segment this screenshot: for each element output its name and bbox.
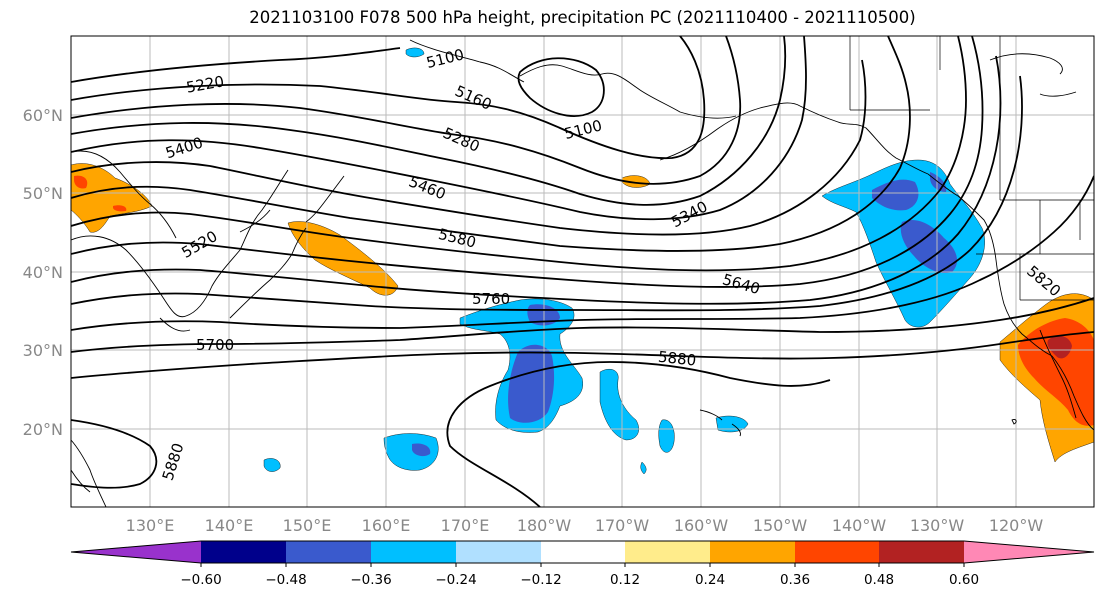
- lon-label-120w: 120°W: [989, 516, 1044, 535]
- colorbar-label-1: −0.48: [265, 572, 306, 588]
- coastlines: [71, 39, 1094, 507]
- map-title: 2021103100 F078 500 hPa height, precipit…: [249, 8, 916, 27]
- lon-label-150e: 150°E: [283, 516, 332, 535]
- gridlines: [71, 36, 1094, 507]
- colorbar-seg-2: [286, 541, 371, 563]
- colorbar-seg-6: [625, 541, 710, 563]
- colorbar-seg-10: [964, 541, 1094, 563]
- lon-label-150w: 150°W: [753, 516, 808, 535]
- colorbar-seg-8: [795, 541, 879, 563]
- precip-negative-areas: [263, 47, 985, 475]
- lat-axis: 60°N 50°N 40°N 30°N 20°N: [23, 106, 63, 439]
- colorbar-label-6: 0.24: [695, 572, 725, 588]
- colorbar-seg-9: [879, 541, 964, 563]
- colorbar: −0.60 −0.48 −0.36 −0.24 −0.12 0.12 0.24 …: [70, 540, 1095, 588]
- colorbar-label-8: 0.48: [864, 572, 894, 588]
- contour-label-5760: 5760: [472, 290, 510, 308]
- colorbar-label-4: −0.12: [520, 572, 561, 588]
- colorbar-seg-4: [456, 541, 541, 563]
- lon-label-130e: 130°E: [126, 516, 175, 535]
- colorbar-seg-7: [710, 541, 795, 563]
- colorbar-seg-1: [201, 541, 286, 563]
- colorbar-label-0: −0.60: [180, 572, 221, 588]
- lon-label-130w: 130°W: [910, 516, 965, 535]
- lon-axis: 130°E 140°E 150°E 160°E 170°E 180°W 170°…: [126, 516, 1044, 535]
- colorbar-label-9: 0.60: [949, 572, 979, 588]
- lat-label-40n: 40°N: [23, 263, 63, 282]
- lat-label-20n: 20°N: [23, 420, 63, 439]
- height-contours: [71, 36, 1094, 507]
- contour-label-5880-a: 5880: [657, 348, 697, 370]
- colorbar-seg-3: [371, 541, 456, 563]
- colorbar-seg-5: [541, 541, 625, 563]
- colorbar-label-5: 0.12: [610, 572, 640, 588]
- lat-label-60n: 60°N: [23, 106, 63, 125]
- plot-frame: [70, 35, 1095, 508]
- lat-label-30n: 30°N: [23, 341, 63, 360]
- colorbar-seg-0: [71, 541, 201, 563]
- lon-label-140w: 140°W: [832, 516, 887, 535]
- lon-label-160w: 160°W: [674, 516, 729, 535]
- lon-label-170e: 170°E: [441, 516, 490, 535]
- lon-label-170w: 170°W: [595, 516, 650, 535]
- contour-label-5700: 5700: [196, 336, 234, 354]
- colorbar-label-2: −0.36: [350, 572, 391, 588]
- lon-label-140e: 140°E: [205, 516, 254, 535]
- lon-label-160e: 160°E: [362, 516, 411, 535]
- lon-label-180w: 180°W: [517, 516, 572, 535]
- colorbar-label-3: −0.24: [435, 572, 476, 588]
- colorbar-label-7: 0.36: [780, 572, 810, 588]
- lat-label-50n: 50°N: [23, 184, 63, 203]
